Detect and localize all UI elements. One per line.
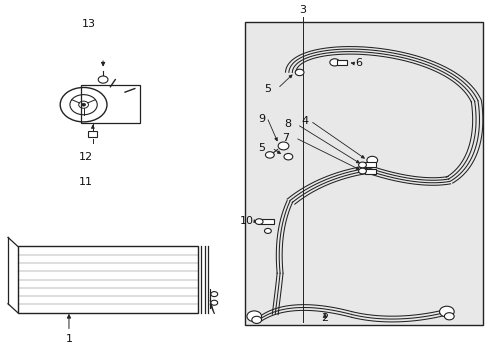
Text: 13: 13	[81, 19, 95, 29]
Bar	[88, 131, 97, 137]
Text: 10: 10	[240, 216, 253, 226]
Circle shape	[251, 316, 261, 323]
Bar	[365, 168, 375, 174]
Circle shape	[265, 152, 274, 158]
Text: 7: 7	[281, 133, 288, 143]
Circle shape	[81, 103, 85, 106]
Circle shape	[246, 311, 261, 321]
Circle shape	[278, 142, 288, 150]
Bar	[18, 246, 198, 313]
Circle shape	[264, 228, 271, 233]
Circle shape	[255, 219, 263, 225]
Circle shape	[358, 162, 366, 168]
Circle shape	[295, 69, 304, 76]
Circle shape	[444, 313, 453, 320]
Circle shape	[210, 292, 217, 297]
Bar	[336, 60, 346, 64]
Bar	[365, 162, 375, 167]
Text: 2: 2	[321, 313, 328, 323]
Circle shape	[358, 168, 366, 174]
Bar	[81, 85, 140, 123]
Text: 12: 12	[79, 152, 93, 162]
Circle shape	[329, 59, 339, 66]
Text: 6: 6	[355, 58, 362, 68]
Text: 5: 5	[258, 143, 265, 153]
Circle shape	[284, 153, 292, 160]
Bar	[259, 219, 273, 224]
Text: 4: 4	[301, 116, 308, 126]
Circle shape	[366, 156, 377, 164]
Text: 3: 3	[299, 5, 306, 15]
Text: 8: 8	[283, 120, 290, 129]
Circle shape	[98, 76, 108, 83]
Text: 9: 9	[258, 114, 265, 124]
Text: 1: 1	[65, 333, 72, 343]
Circle shape	[210, 300, 217, 305]
Text: 5: 5	[264, 84, 271, 94]
Circle shape	[439, 306, 453, 317]
Text: 11: 11	[79, 177, 93, 187]
Bar	[245, 22, 483, 325]
